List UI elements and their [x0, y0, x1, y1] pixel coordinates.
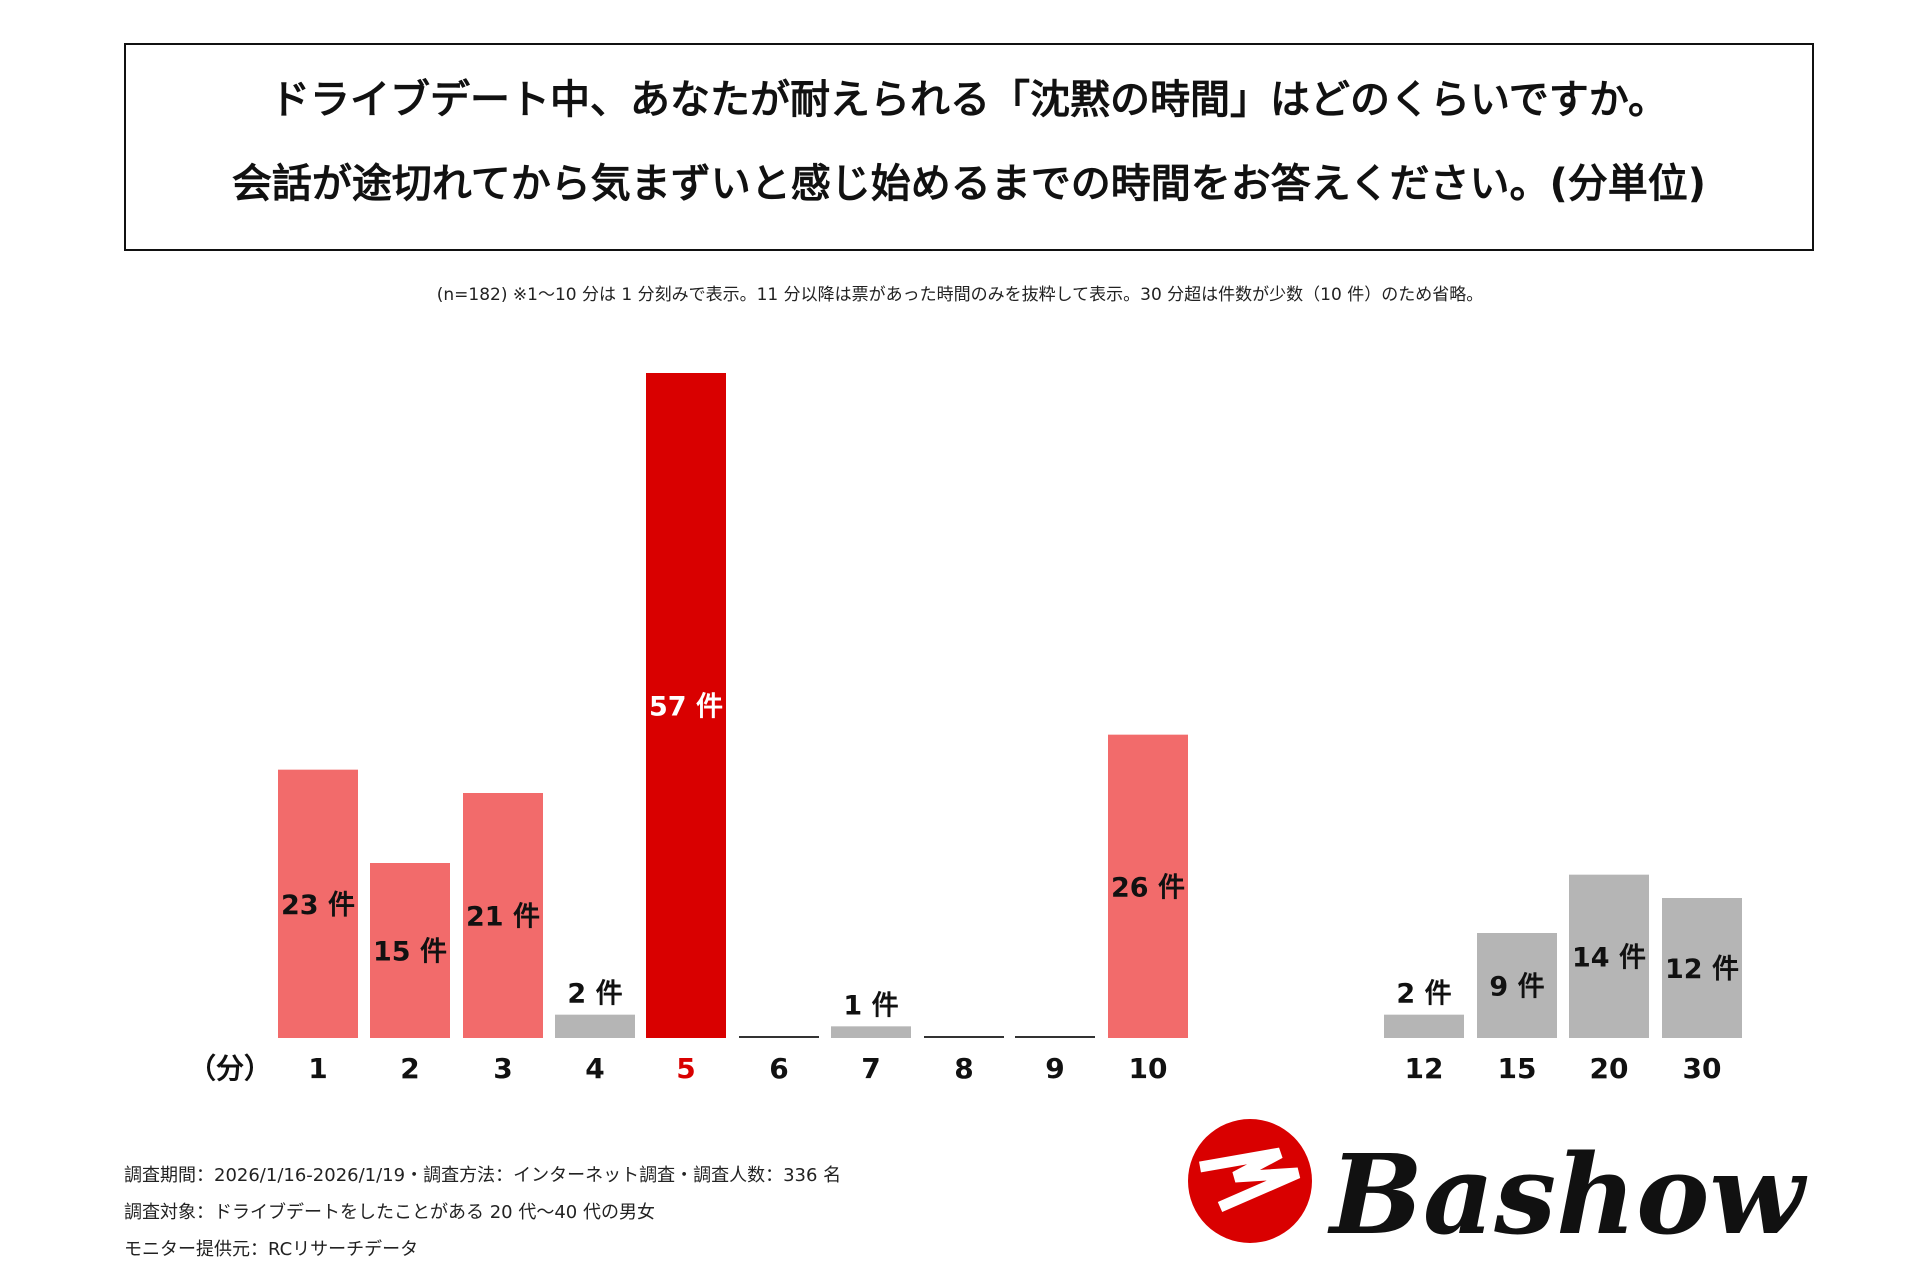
logo-text: Bashow	[1327, 1130, 1808, 1259]
tick-label-7: 7	[861, 1052, 880, 1085]
data-label-10: 26 件	[1111, 872, 1185, 903]
chart-note: (n=182) ※1〜10 分は 1 分刻みで表示。11 分以降は票があった時間…	[436, 285, 1484, 305]
bar-20	[1569, 874, 1649, 1038]
bar-2	[370, 863, 450, 1038]
tick-label-4: 4	[585, 1052, 604, 1085]
bar-7	[831, 1026, 911, 1038]
data-label-7: 1 件	[843, 990, 898, 1021]
bar-8	[924, 1036, 1004, 1038]
tick-label-2: 2	[400, 1052, 419, 1085]
x-axis-label: （分）	[188, 1052, 272, 1085]
tick-label-8: 8	[954, 1052, 973, 1085]
tick-label-3: 3	[493, 1052, 512, 1085]
tick-label-20: 20	[1590, 1052, 1629, 1085]
tick-label-1: 1	[308, 1052, 327, 1085]
bar-chart: （分） 23 件 1 15 件 2 21 件 3 2 件 4 57 件 5 6 1 件 7 8 9 26 件 10…	[188, 373, 1742, 1085]
bar-3	[463, 793, 543, 1038]
bar-5	[646, 373, 726, 1038]
tick-label-30: 30	[1683, 1052, 1722, 1085]
footer-line-2: 調査対象：ドライブデートをしたことがある 20 代〜40 代の男女	[124, 1202, 655, 1223]
data-label-15: 9 件	[1489, 972, 1544, 1003]
tick-label-12: 12	[1405, 1052, 1444, 1085]
tick-label-6: 6	[769, 1052, 788, 1085]
title-box: ドライブデート中、あなたが耐えられる「沈黙の時間」はどのくらいですか。 会話が途…	[124, 43, 1814, 251]
bar-6	[739, 1036, 819, 1038]
bar-15	[1477, 933, 1557, 1038]
tick-label-5: 5	[676, 1052, 695, 1085]
footer-line-1: 調査期間：2026/1/16-2026/1/19・調査方法：インターネット調査・…	[124, 1165, 842, 1186]
data-label-4: 2 件	[567, 979, 622, 1010]
bar-12	[1384, 1014, 1464, 1038]
bar-30	[1662, 898, 1742, 1038]
data-label-2: 15 件	[373, 937, 447, 968]
bashow-logo: Bashow	[1188, 1119, 1808, 1259]
data-label-5: 57 件	[649, 692, 723, 723]
tick-label-10: 10	[1129, 1052, 1168, 1085]
footer-line-3: モニター提供元：RCリサーチデータ	[124, 1239, 419, 1260]
data-label-20: 14 件	[1572, 942, 1646, 973]
title-line-2: 会話が途切れてから気まずいと感じ始めるまでの時間をお答えください。(分単位)	[231, 161, 1707, 207]
bar-4	[555, 1014, 635, 1038]
data-label-30: 12 件	[1665, 954, 1739, 985]
data-label-12: 2 件	[1396, 979, 1451, 1010]
data-label-3: 21 件	[466, 902, 540, 933]
bar-10	[1108, 734, 1188, 1038]
tick-label-9: 9	[1045, 1052, 1064, 1085]
data-label-1: 23 件	[281, 890, 355, 921]
title-line-1: ドライブデート中、あなたが耐えられる「沈黙の時間」はどのくらいですか。	[270, 77, 1668, 123]
tick-label-15: 15	[1498, 1052, 1537, 1085]
bar-1	[278, 769, 358, 1038]
bar-9	[1015, 1036, 1095, 1038]
